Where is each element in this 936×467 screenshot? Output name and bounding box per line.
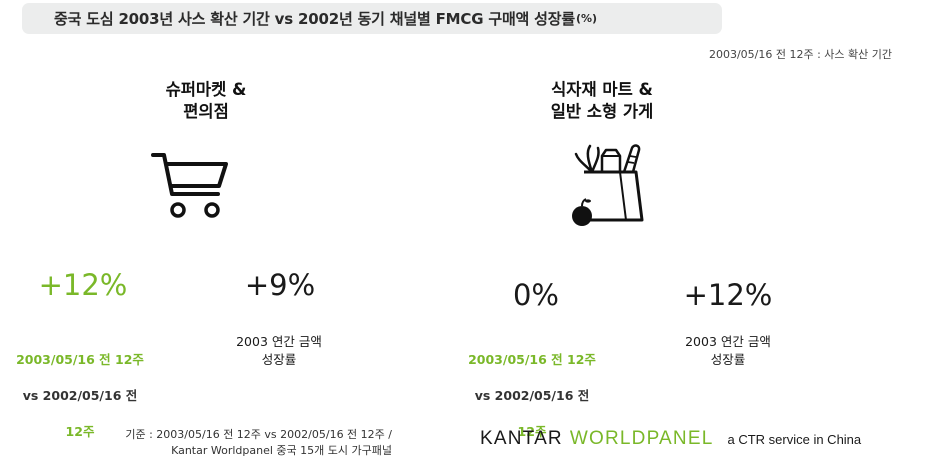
kantar-worldpanel-logo: KANTAR WORLDPANEL a CTR service in China xyxy=(480,428,861,450)
channel-panel-supermarket: 슈퍼마켓 & 편의점 +12% +9% 2003/05/16 전 12주 vs … xyxy=(0,80,322,459)
grocery-bag-icon xyxy=(570,142,654,236)
source-note: 기준 : 2003/05/16 전 12주 vs 2002/05/16 전 12… xyxy=(125,428,392,457)
sars-period-label-top: 2003/05/16 전 12주 xyxy=(468,352,596,367)
annual-growth-value-supermarket: +9% xyxy=(244,268,316,302)
chart-title-unit: (%) xyxy=(575,12,598,25)
chart-title: 중국 도심 2003년 사스 확산 기간 vs 2002년 동기 채널별 FMC… xyxy=(54,10,575,28)
annual-growth-label-supermarket: 2003 연간 금액 성장률 xyxy=(236,334,322,367)
sars-period-label-vs: vs 2002/05/16 전 xyxy=(22,388,138,403)
annual-growth-label-grocery: 2003 연간 금액 성장률 xyxy=(685,334,771,367)
logo-kantar: KANTAR xyxy=(480,428,563,449)
sars-growth-value-supermarket: +12% xyxy=(38,268,128,302)
sars-period-label-bottom: 12주 xyxy=(517,424,547,439)
channel-panel-grocery: 식자재 마트 & 일반 소형 가게 0% +12% 2003/05/16 전 1… xyxy=(468,0,936,467)
sars-period-label-grocery: 2003/05/16 전 12주 vs 2002/05/16 전 12주 xyxy=(442,333,622,459)
sars-period-label-bottom: 12주 xyxy=(65,424,95,439)
sars-growth-value-grocery: 0% xyxy=(512,278,559,312)
period-note: 2003/05/16 전 12주 : 사스 확산 기간 xyxy=(708,48,892,61)
sars-period-label-vs: vs 2002/05/16 전 xyxy=(474,388,590,403)
logo-worldpanel: WORLDPANEL xyxy=(569,428,714,449)
channel-title-grocery: 식자재 마트 & 일반 소형 가게 xyxy=(550,80,654,121)
annual-growth-value-grocery: +12% xyxy=(683,278,773,312)
title-bar: 중국 도심 2003년 사스 확산 기간 vs 2002년 동기 채널별 FMC… xyxy=(22,3,722,34)
sars-period-label-top: 2003/05/16 전 12주 xyxy=(16,352,144,367)
shopping-cart-icon xyxy=(150,150,230,226)
channel-title-supermarket: 슈퍼마켓 & 편의점 xyxy=(165,80,247,121)
sars-period-label-supermarket: 2003/05/16 전 12주 vs 2002/05/16 전 12주 xyxy=(0,333,160,459)
logo-ctr-service: a CTR service in China xyxy=(727,432,862,447)
